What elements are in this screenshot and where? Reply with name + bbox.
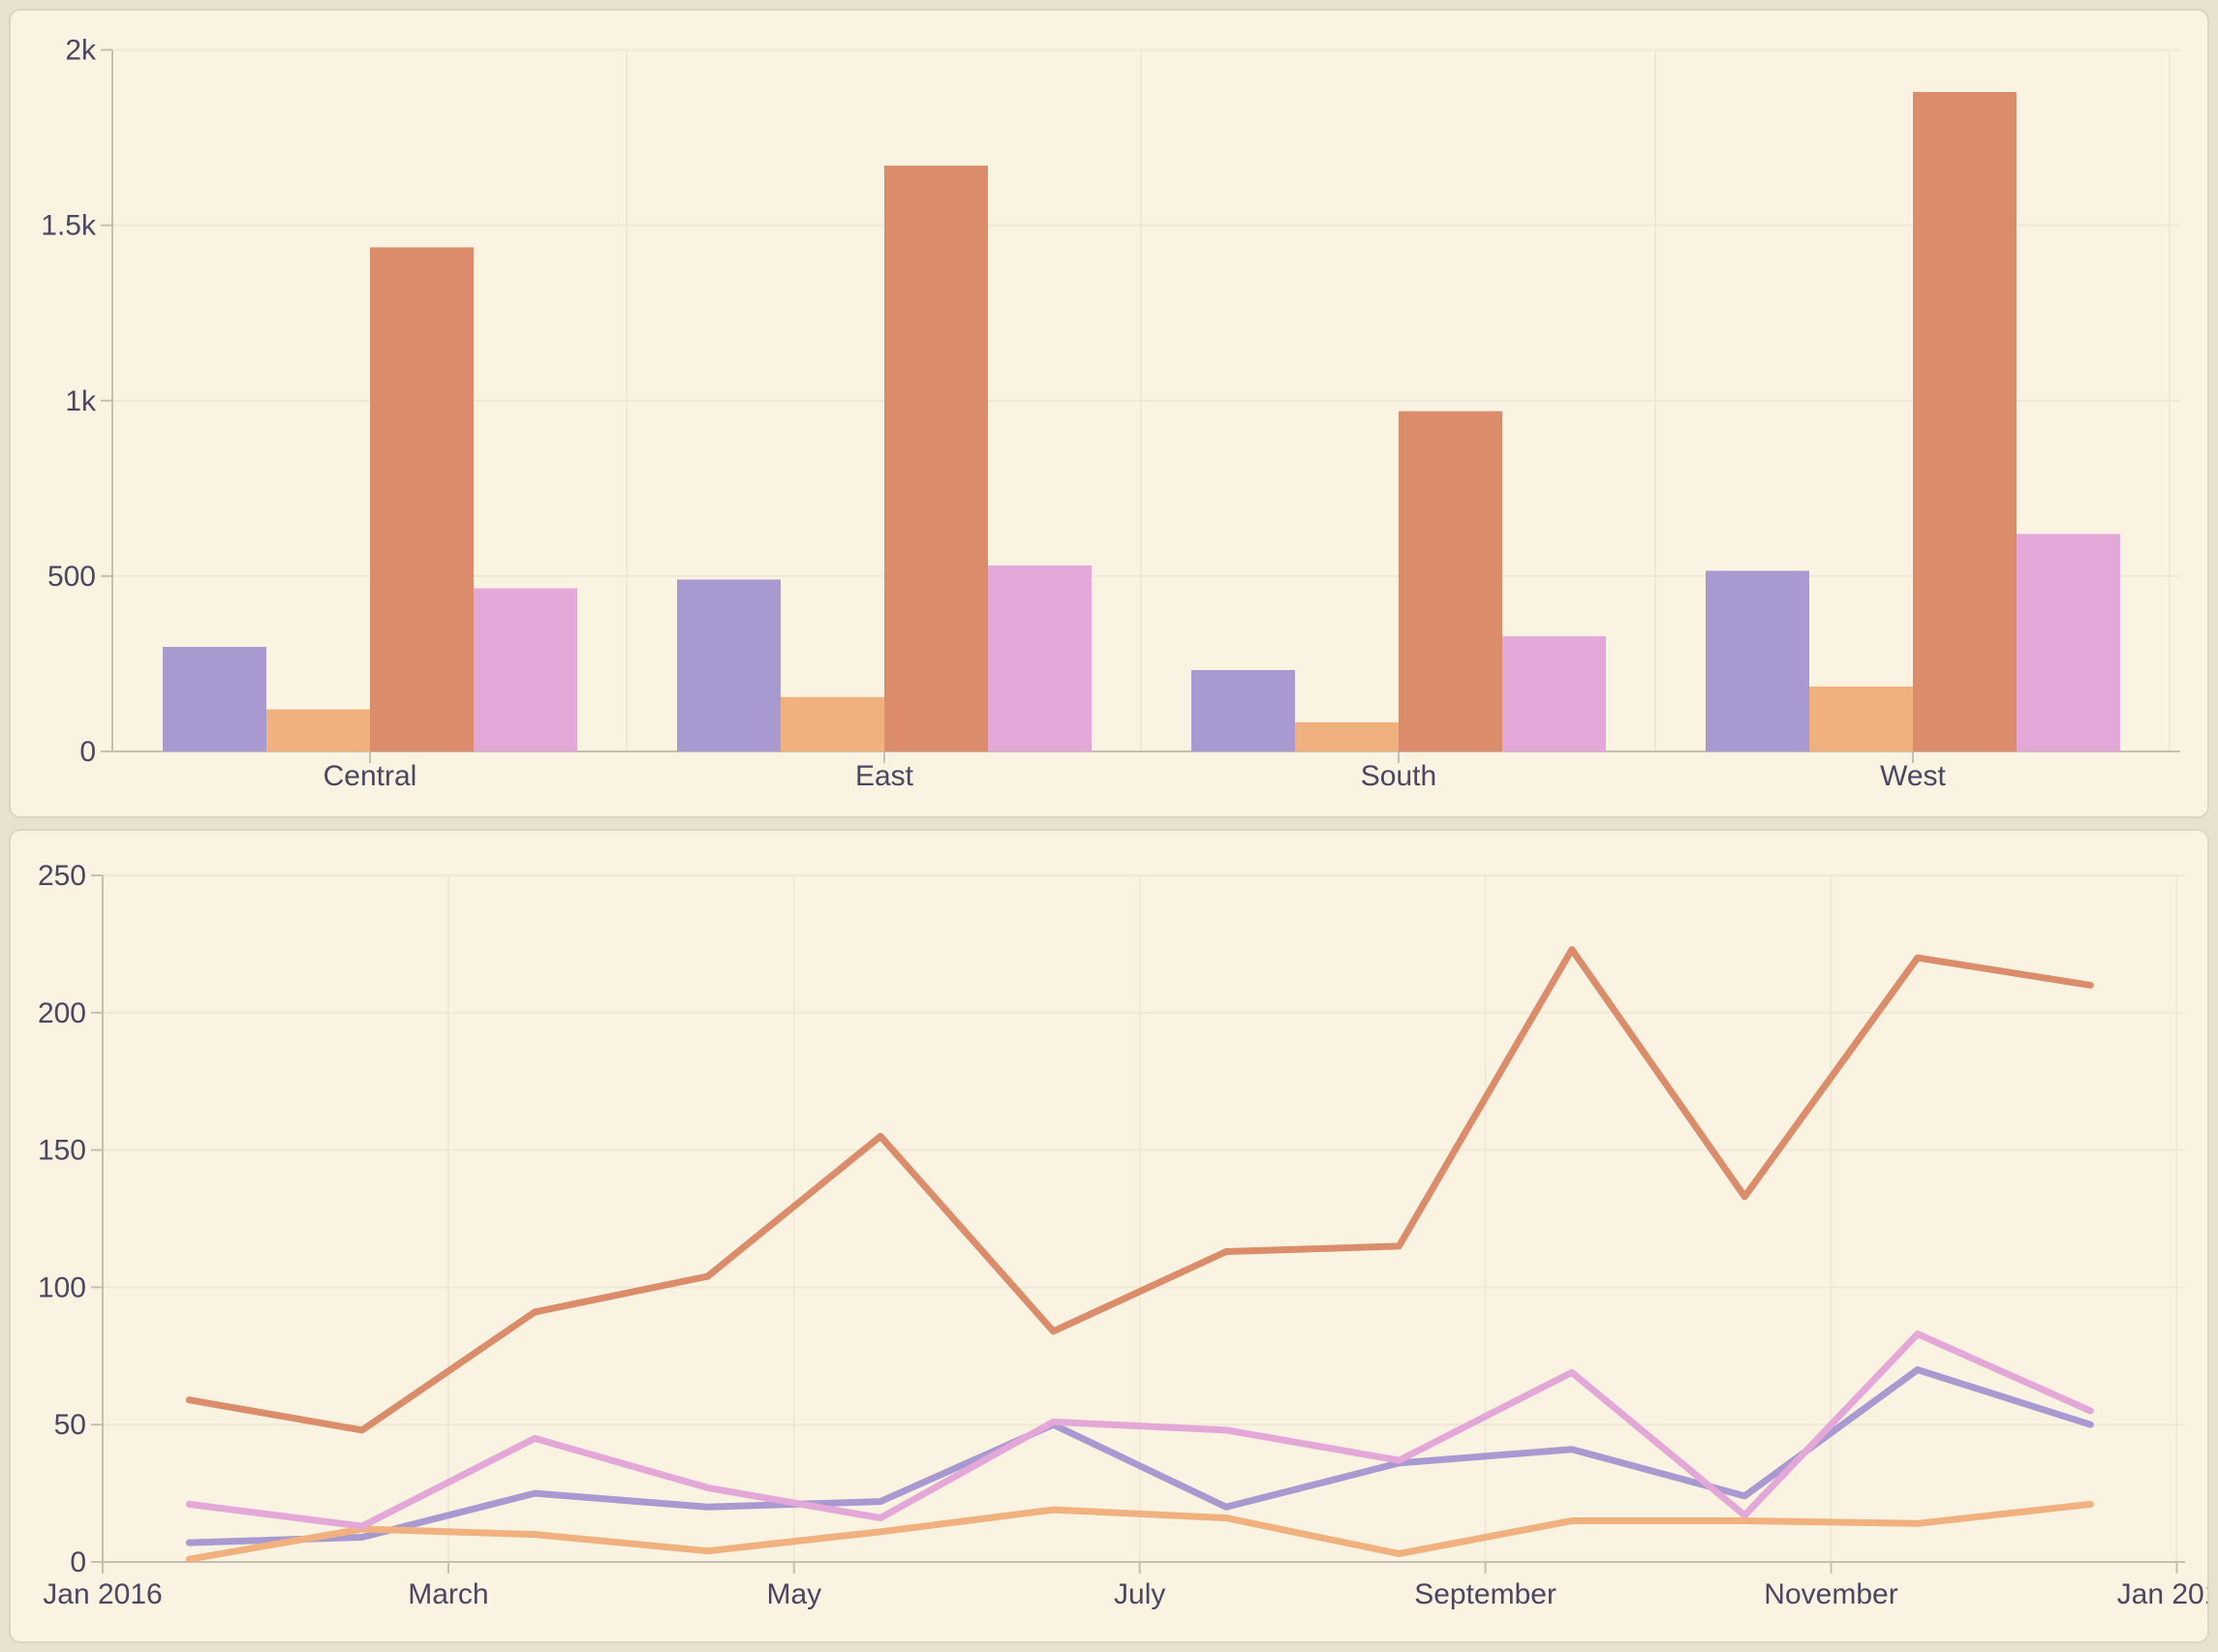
x-axis-label: East <box>855 760 914 792</box>
bar-chart-svg: 0 500 1k 1.5k 2k Central East South West <box>41 35 2180 792</box>
y-axis-label: 150 <box>38 1135 86 1167</box>
bar-chart-card: 0 500 1k 1.5k 2k Central East South West <box>9 9 2209 818</box>
y-axis-label: 0 <box>79 736 96 768</box>
bar-west-purple[interactable] <box>1706 570 1809 751</box>
x-axis-label: Central <box>323 760 417 792</box>
x-axis-label: May <box>766 1578 821 1610</box>
bar-south-pink[interactable] <box>1502 636 1606 751</box>
bar-central-pink[interactable] <box>474 588 577 751</box>
y-axis-label: 250 <box>38 860 86 892</box>
y-axis-label: 2k <box>65 35 97 67</box>
x-axis-label: July <box>1114 1578 1165 1610</box>
y-axis-label: 200 <box>38 997 86 1029</box>
x-axis-label: September <box>1414 1578 1556 1610</box>
bar-east-salmon[interactable] <box>884 166 988 752</box>
line-chart-svg: 0 50 100 150 200 250 Jan 2016 March May July Septe… <box>38 860 2207 1610</box>
x-axis-label: November <box>1764 1578 1897 1610</box>
bar-south-salmon[interactable] <box>1399 411 1502 751</box>
y-axis-label: 1k <box>65 385 97 417</box>
x-axis-label: March <box>408 1578 488 1610</box>
bar-east-purple[interactable] <box>677 579 781 751</box>
line-series-light-orange[interactable] <box>185 1500 2094 1563</box>
line-series-salmon[interactable] <box>185 946 2094 1434</box>
bar-south-light-orange[interactable] <box>1295 721 1399 751</box>
bar-east-light-orange[interactable] <box>781 696 884 751</box>
bar-central-salmon[interactable] <box>370 247 474 751</box>
x-axis-label: Jan 2016 <box>43 1578 162 1610</box>
y-axis-label: 0 <box>70 1546 86 1578</box>
line-series-purple[interactable] <box>185 1366 2094 1546</box>
y-axis-label: 500 <box>47 561 96 593</box>
bar-south-purple[interactable] <box>1191 669 1295 751</box>
bar-central-purple[interactable] <box>163 647 266 751</box>
x-axis-label: Jan 2017 <box>2117 1578 2207 1610</box>
bar-west-pink[interactable] <box>2017 534 2120 751</box>
x-axis-label: West <box>1880 760 1946 792</box>
bar-west-salmon[interactable] <box>1913 91 2017 752</box>
bar-east-pink[interactable] <box>988 566 1092 751</box>
y-axis-label: 100 <box>38 1271 86 1303</box>
line-series-pink[interactable] <box>185 1331 2094 1530</box>
line-chart-card: 0 50 100 150 200 250 Jan 2016 March May July Septe… <box>9 829 2209 1643</box>
y-axis-label: 1.5k <box>41 210 97 242</box>
x-axis-label: South <box>1361 760 1436 792</box>
y-axis-label: 50 <box>54 1409 86 1441</box>
bar-west-light-orange[interactable] <box>1809 686 1913 751</box>
bar-central-light-orange[interactable] <box>266 709 370 751</box>
